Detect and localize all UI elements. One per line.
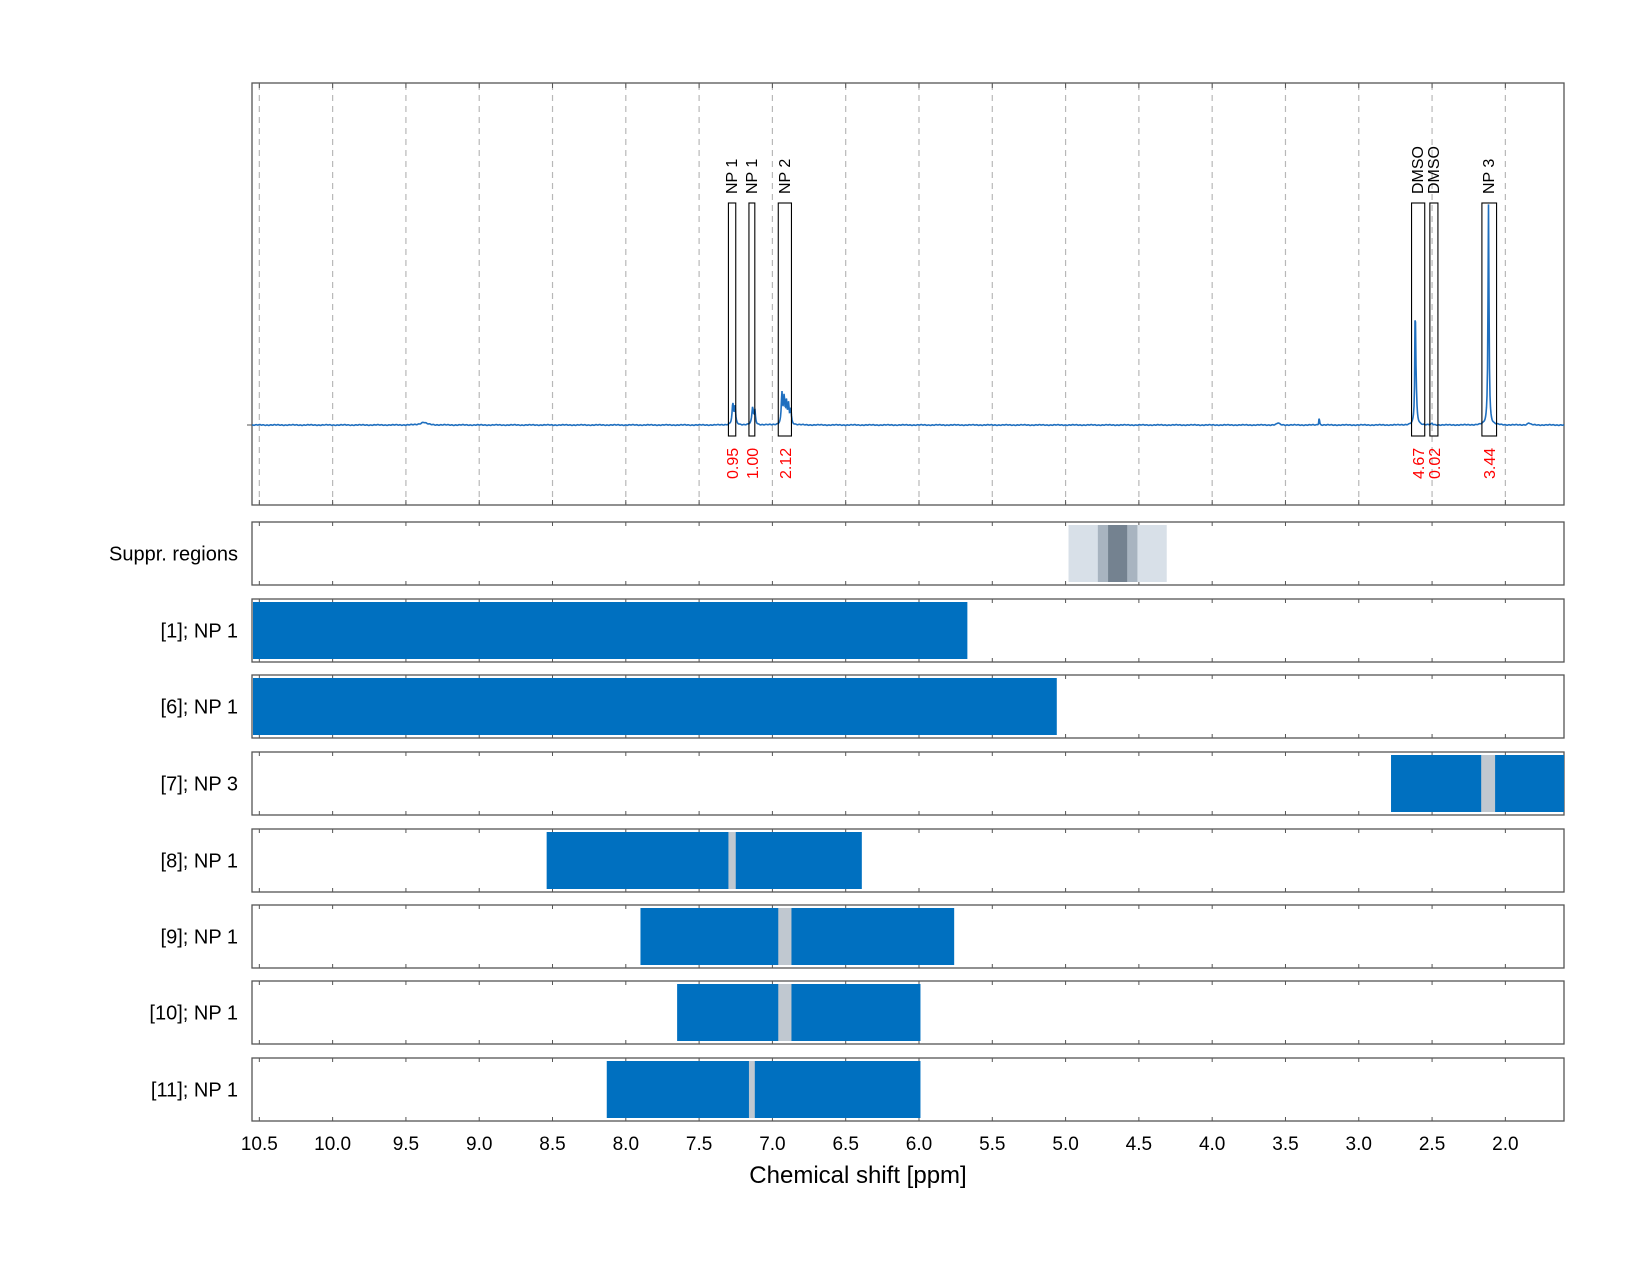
integral-value: 2.12 [778,448,795,479]
x-tick-label: 5.5 [979,1134,1005,1155]
x-tick-label: 3.5 [1272,1134,1298,1155]
x-tick-label: 4.5 [1126,1134,1152,1155]
annotation-box [727,202,737,437]
x-tick-label: 7.0 [759,1134,785,1155]
annotation-label: DMSO [1410,146,1427,194]
x-tick-label: 9.0 [466,1134,492,1155]
x-tick-label: 8.5 [539,1134,565,1155]
row-label: [7]; NP 3 [161,774,238,796]
range-gap [1481,755,1496,812]
x-tick-label: 5.0 [1052,1134,1078,1155]
x-tick-label: 2.0 [1492,1134,1518,1155]
annotation-box [748,202,756,437]
integral-value: 3.44 [1482,448,1499,479]
peak-annotation: NP 2 2.12 [777,159,795,479]
range-bar [606,1061,921,1118]
range-gap [728,832,736,889]
range-row: [6]; NP 1 [161,674,1565,739]
range-gap [748,1061,755,1118]
row-label: Suppr. regions [109,544,238,566]
peak-annotation: DMSO 4.67 [1410,146,1428,479]
row-label: [11]; NP 1 [151,1080,238,1102]
suppression-region [1108,525,1128,582]
row-frame [251,828,1565,893]
peak-annotation: NP 3 3.44 [1481,159,1499,479]
x-tick-label: 4.0 [1199,1134,1225,1155]
annotation-box [1429,202,1439,437]
x-axis: 10.5 10.0 9.5 9.0 8.5 8.0 7.5 7.0 6.5 6.0 5.5 5.0 4.… [241,1134,1519,1155]
row-label: [9]; NP 1 [161,927,238,949]
x-tick-label: 6.5 [832,1134,858,1155]
x-tick-label: 8.0 [613,1134,639,1155]
range-row: [8]; NP 1 [161,828,1565,893]
row-label: [1]; NP 1 [161,621,238,643]
integral-value: 0.02 [1427,448,1444,479]
row-label: [10]; NP 1 [149,1003,238,1025]
row-label: [8]; NP 1 [161,851,238,873]
row-frame [251,751,1565,816]
annotation-label: NP 3 [1481,159,1498,194]
spectrum-panel: NP 1 0.95 NP 1 1.00 NP 2 2.12 DMSO 4.67 DMSO 0.02… [247,82,1565,506]
range-row: [11]; NP 1 [151,1057,1565,1122]
range-bar [253,602,968,659]
integral-value: 0.95 [725,448,742,479]
range-bar [677,984,921,1041]
spectrum-frame [251,82,1565,506]
range-gap [778,984,792,1041]
x-tick-label: 7.5 [686,1134,712,1155]
annotation-label: DMSO [1426,146,1443,194]
x-tick-label: 6.0 [906,1134,932,1155]
x-tick-label: 3.0 [1346,1134,1372,1155]
peak-annotation: DMSO 0.02 [1426,146,1444,479]
peak-annotation: NP 1 1.00 [744,159,762,479]
range-bar [640,908,955,965]
annotation-box [777,202,793,437]
integral-value: 4.67 [1411,448,1428,479]
x-tick-label: 10.5 [241,1134,278,1155]
annotation-label: NP 2 [777,159,794,194]
row-frame [251,521,1565,586]
range-row: [10]; NP 1 [149,980,1565,1045]
annotation-box [1410,202,1426,437]
x-tick-label: 10.0 [314,1134,351,1155]
range-gap [778,908,792,965]
annotation-box [1481,202,1498,437]
x-tick-label: 2.5 [1419,1134,1445,1155]
range-bar [546,832,862,889]
range-row: [9]; NP 1 [161,904,1565,969]
annotation-label: NP 1 [724,159,741,194]
x-axis-label: Chemical shift [ppm] [749,1162,966,1189]
range-bar [1391,755,1564,812]
range-row: Suppr. regions [109,521,1565,586]
peak-annotation: NP 1 0.95 [724,159,742,479]
range-row: [7]; NP 3 [161,751,1565,816]
integral-value: 1.00 [745,448,762,479]
range-rows-panel: Suppr. regions [1]; NP 1 [6]; NP 1 [7]; NP … [109,521,1565,1122]
x-tick-label: 9.5 [393,1134,419,1155]
row-label: [6]; NP 1 [161,697,238,719]
spectrum-line [251,204,1565,427]
range-row: [1]; NP 1 [161,598,1565,663]
range-bar [253,678,1057,735]
annotation-label: NP 1 [744,159,761,194]
